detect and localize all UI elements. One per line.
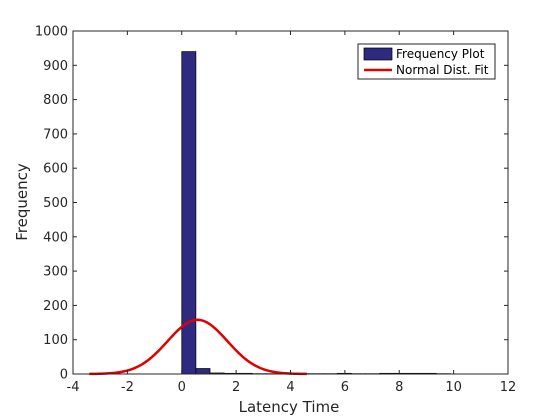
x-tick-label: 2 — [232, 380, 240, 395]
y-tick-label: 700 — [43, 127, 68, 142]
x-tick-label: 10 — [445, 380, 462, 395]
y-tick-label: 400 — [43, 230, 68, 245]
legend: Frequency Plot Normal Dist. Fit — [357, 43, 496, 80]
x-tick-label: 12 — [500, 380, 517, 395]
axes — [72, 30, 509, 375]
legend-swatch-frequency — [363, 47, 393, 61]
x-tick-label: 4 — [286, 380, 294, 395]
ticks: -4 -2 0 2 4 6 8 10 12 0 100 200 300 400 500 600 700 800 90… — [35, 25, 516, 396]
x-tick-label: 6 — [341, 380, 349, 395]
bar-series — [181, 51, 451, 375]
y-tick-label: 600 — [43, 162, 68, 177]
bar — [195, 368, 211, 375]
plot-frame — [72, 30, 509, 375]
x-tick-label: -2 — [121, 380, 134, 395]
normal-fit-line — [89, 318, 307, 376]
y-tick-label: 0 — [60, 368, 68, 383]
y-tick-label: 300 — [43, 265, 68, 280]
legend-label-frequency: Frequency Plot — [396, 47, 485, 61]
y-tick-label: 100 — [43, 333, 68, 348]
x-axis-label: Latency Time — [239, 398, 340, 416]
legend-label-fit: Normal Dist. Fit — [396, 63, 489, 77]
y-tick-label: 1000 — [35, 25, 68, 40]
y-tick-label: 800 — [43, 93, 68, 108]
x-tick-label: 0 — [178, 380, 186, 395]
y-axis-label: Frequency — [13, 163, 31, 241]
x-tick-label: -4 — [67, 380, 80, 395]
y-tick-label: 200 — [43, 299, 68, 314]
x-tick-label: 8 — [395, 380, 403, 395]
y-tick-label: 500 — [43, 196, 68, 211]
y-tick-label: 900 — [43, 59, 68, 74]
